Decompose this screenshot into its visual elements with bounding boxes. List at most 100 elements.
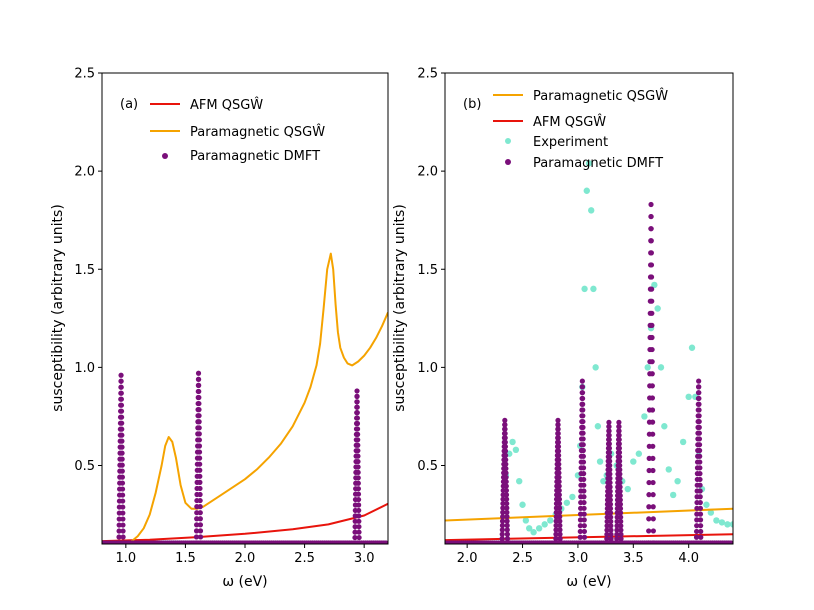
series-paramagnetic-dmft-point	[696, 424, 702, 430]
series-paramagnetic-dmft-point	[607, 462, 613, 469]
series-paramagnetic-dmft-point	[618, 514, 624, 520]
series-paramagnetic-dmft-point	[557, 514, 563, 520]
series-paramagnetic-dmft-point	[196, 394, 202, 401]
series-experiment-point	[665, 466, 672, 473]
series-paramagnetic-dmft-point	[355, 480, 361, 486]
series-paramagnetic-dmft-point	[499, 531, 505, 537]
series-paramagnetic-dmft-point	[617, 493, 623, 499]
series-paramagnetic-dmft-point	[502, 430, 508, 437]
series-paramagnetic-dmft-point	[354, 410, 360, 416]
series-paramagnetic-dmft-point	[119, 450, 125, 456]
series-paramagnetic-dmft-point	[119, 480, 126, 486]
series-paramagnetic-dmft-point	[617, 501, 624, 507]
series-paramagnetic-dmft-point	[556, 505, 563, 511]
series-paramagnetic-dmft-point	[504, 540, 511, 544]
series-paramagnetic-dmft-point	[502, 417, 508, 423]
series-paramagnetic-dmft-point	[503, 461, 509, 467]
panel-b-frame	[444, 72, 734, 545]
series-paramagnetic-dmft-point	[356, 518, 362, 524]
series-paramagnetic-dmft-point	[618, 540, 624, 544]
series-experiment-point	[530, 529, 537, 536]
series-experiment-point	[585, 160, 593, 167]
series-paramagnetic-dmft-point	[650, 540, 657, 544]
series-paramagnetic-dmft-point	[614, 536, 620, 542]
series-paramagnetic-dmft-point	[116, 534, 122, 540]
series-experiment-point	[516, 478, 523, 485]
series-paramagnetic-dmft-point	[383, 540, 388, 544]
series-paramagnetic-dmft-point	[352, 529, 358, 535]
series-paramagnetic-dmft-point	[608, 514, 614, 520]
series-paramagnetic-dmft-point	[607, 458, 613, 464]
series-paramagnetic-dmft-point	[604, 523, 610, 529]
series-paramagnetic-dmft-point	[694, 528, 700, 535]
panel-a-ytick-label: 2.0	[74, 165, 95, 180]
series-paramagnetic-dmft-point	[502, 426, 508, 432]
panel-a-label: (a)	[120, 97, 138, 112]
series-paramagnetic-dmft-point	[646, 467, 652, 474]
panel-b-legend: (b) Paramagnetic QSGŴ AFM QSGŴ Experimen…	[463, 88, 668, 171]
series-paramagnetic-dmft-point	[607, 497, 613, 503]
series-paramagnetic-dmft-point	[607, 467, 613, 473]
series-paramagnetic-dmft-point	[118, 390, 124, 396]
series-paramagnetic-dmft-point	[503, 470, 509, 476]
series-paramagnetic-dmft-point	[650, 467, 656, 474]
series-paramagnetic-dmft-point	[500, 509, 506, 515]
series-paramagnetic-dmft-point	[696, 430, 702, 436]
series-afm-qsg-line	[102, 502, 388, 543]
panel-b-legend-exp-handle	[505, 138, 511, 144]
series-experiment-point	[661, 423, 668, 430]
series-paramagnetic-dmft-point	[649, 383, 655, 389]
series-paramagnetic-dmft-point	[649, 286, 655, 292]
series-paramagnetic-dmft-point	[608, 523, 614, 529]
series-paramagnetic-dmft-point	[355, 448, 361, 454]
panel-b-legend-afm: AFM QSGŴ	[533, 114, 606, 130]
series-paramagnetic-dmft-point	[503, 492, 510, 498]
series-paramagnetic-dmft-point	[617, 458, 623, 464]
series-paramagnetic-dmft-point	[120, 522, 126, 528]
series-paramagnetic-dmft-point	[577, 523, 583, 529]
series-paramagnetic-dmft-point	[608, 518, 614, 525]
series-experiment-point	[512, 446, 520, 453]
series-paramagnetic-dmft-point	[650, 431, 656, 437]
series-paramagnetic-dmft-point	[503, 479, 509, 485]
series-paramagnetic-dmft-point	[196, 449, 203, 455]
series-paramagnetic-dmft-point	[503, 457, 509, 463]
series-experiment-point	[592, 364, 599, 371]
series-paramagnetic-dmft-point	[193, 540, 199, 544]
series-paramagnetic-dmft-point	[352, 540, 358, 544]
panel-b-ytick-label: 1.0	[417, 361, 438, 376]
series-paramagnetic-dmft-point	[697, 471, 703, 477]
series-paramagnetic-dmft-point	[500, 500, 506, 507]
panel-b-xtick-label: 2.5	[512, 551, 533, 566]
series-paramagnetic-dmft-point	[120, 498, 126, 504]
series-paramagnetic-dmft-point	[197, 510, 203, 516]
series-paramagnetic-dmft-point	[119, 432, 125, 438]
panel-a-ytick-label: 0.5	[74, 459, 95, 474]
series-experiment-point	[685, 393, 692, 401]
series-paramagnetic-dmft-point	[555, 435, 561, 441]
series-paramagnetic-dmft-point	[556, 470, 562, 476]
series-paramagnetic-dmft-point	[502, 444, 509, 450]
series-paramagnetic-dmft-point	[503, 483, 509, 489]
series-paramagnetic-dmft-point	[193, 528, 200, 534]
panel-a-ticks: 1.0 1.5 2.0 2.5 3.0 0.5 1.0 1.5 2.0 2.5	[74, 67, 374, 567]
series-paramagnetic-dmft-point	[557, 522, 563, 529]
series-paramagnetic-dmft-point	[196, 407, 202, 413]
series-paramagnetic-dmft-point	[116, 540, 122, 544]
series-paramagnetic-dmft-point	[197, 485, 203, 492]
series-paramagnetic-dmft-point	[356, 540, 362, 544]
series-experiment-point	[654, 305, 661, 312]
series-paramagnetic-dmft-point	[649, 359, 655, 365]
series-paramagnetic-dmft-point	[503, 465, 509, 472]
panel-b-ytick-label: 1.5	[417, 263, 438, 278]
series-experiment-point	[541, 521, 548, 528]
series-paramagnetic-dmft-point	[503, 496, 510, 502]
series-paramagnetic-dmft-point	[616, 436, 622, 443]
series-paramagnetic-dmft-point	[649, 322, 655, 328]
series-paramagnetic-dmft-point	[356, 529, 362, 535]
series-paramagnetic-dmft-point	[557, 518, 563, 524]
series-paramagnetic-dmft-point	[580, 453, 586, 459]
series-paramagnetic-dmft-point	[648, 238, 654, 244]
series-paramagnetic-dmft-point	[119, 438, 125, 444]
series-paramagnetic-dmft-point	[502, 422, 508, 428]
